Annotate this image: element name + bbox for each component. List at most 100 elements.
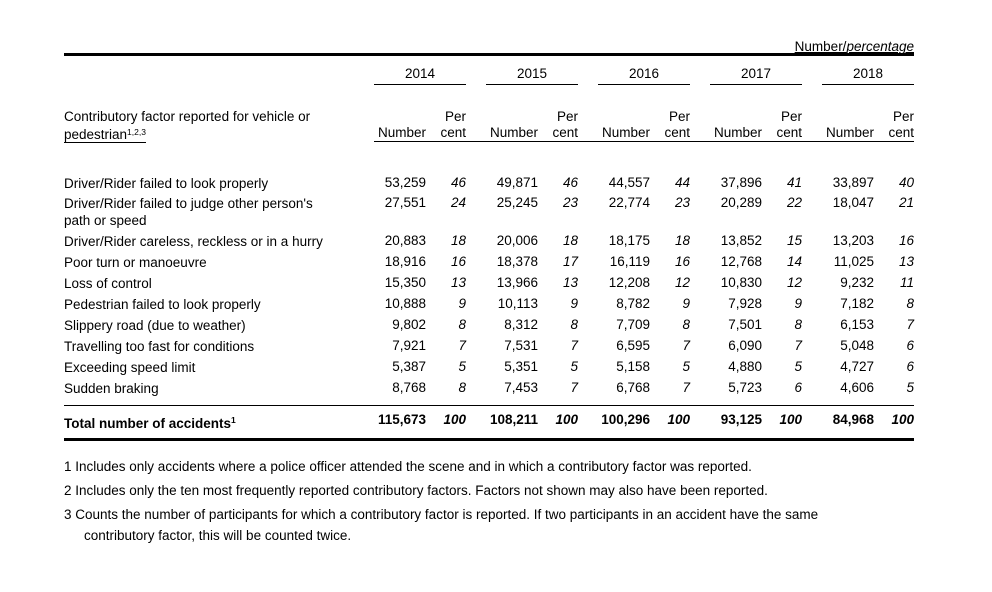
table-cell-number: 13,852 bbox=[720, 233, 762, 248]
header-rule bbox=[374, 141, 914, 143]
table-cell-number: 37,896 bbox=[720, 175, 762, 190]
table-cell-number: 15,350 bbox=[384, 275, 426, 290]
table-cell-number: 4,606 bbox=[840, 380, 874, 395]
table-cell-percent: 9 bbox=[682, 296, 690, 311]
table-cell-number: 7,709 bbox=[616, 317, 650, 332]
table-cell-percent: 8 bbox=[682, 317, 690, 332]
table-cell-percent: 5 bbox=[794, 359, 802, 374]
table-cell-number: 20,289 bbox=[720, 195, 762, 210]
table-cell-percent: 5 bbox=[682, 359, 690, 374]
table-cell-number: 7,501 bbox=[728, 317, 762, 332]
year-header-2018: 2018 bbox=[852, 66, 884, 81]
footnote-1: 1 Includes only accidents where a police… bbox=[64, 459, 752, 474]
table-cell-number: 5,048 bbox=[840, 338, 874, 353]
table-cell-percent: 21 bbox=[898, 195, 914, 210]
table-cell-percent: 6 bbox=[906, 338, 914, 353]
table-cell-percent: 8 bbox=[570, 317, 578, 332]
table-cell-percent: 12 bbox=[674, 275, 690, 290]
table-cell-number: 6,595 bbox=[616, 338, 650, 353]
total-cell-number: 115,673 bbox=[377, 412, 426, 427]
table-cell-number: 20,006 bbox=[496, 233, 538, 248]
table-cell-number: 16,119 bbox=[609, 254, 650, 269]
table-cell-number: 18,916 bbox=[384, 254, 426, 269]
table-cell-percent: 7 bbox=[794, 338, 802, 353]
table-cell-number: 4,880 bbox=[728, 359, 762, 374]
table-cell-percent: 17 bbox=[562, 254, 578, 269]
table-cell-percent: 44 bbox=[674, 175, 690, 190]
year-underline-2015 bbox=[486, 84, 578, 86]
table-cell-number: 11,025 bbox=[833, 254, 874, 269]
percent-col-header-2018: Per cent bbox=[888, 109, 914, 140]
table-cell-number: 7,531 bbox=[504, 338, 538, 353]
units-percentage-text: percentage bbox=[846, 39, 914, 54]
row-label: Travelling too fast for conditions bbox=[64, 339, 255, 354]
total-top-rule bbox=[64, 405, 914, 406]
table-cell-number: 49,871 bbox=[496, 175, 538, 190]
table-cell-percent: 7 bbox=[682, 380, 690, 395]
year-header-2016: 2016 bbox=[628, 66, 660, 81]
table-cell-percent: 5 bbox=[458, 359, 466, 374]
table-cell-number: 5,723 bbox=[728, 380, 762, 395]
table-cell-percent: 5 bbox=[906, 380, 914, 395]
year-underline-2016 bbox=[598, 84, 690, 86]
table-cell-number: 5,158 bbox=[616, 359, 650, 374]
table-cell-percent: 18 bbox=[674, 233, 690, 248]
year-underline-2018 bbox=[822, 84, 914, 86]
table-cell-number: 18,378 bbox=[496, 254, 538, 269]
total-cell-percent: 100 bbox=[667, 412, 690, 427]
table-cell-number: 33,897 bbox=[832, 175, 874, 190]
row-label: Exceeding speed limit bbox=[64, 360, 196, 375]
table-cell-percent: 9 bbox=[570, 296, 578, 311]
table-cell-number: 27,551 bbox=[384, 195, 426, 210]
table-cell-number: 7,182 bbox=[840, 296, 874, 311]
number-col-header-2016: Number bbox=[601, 125, 650, 140]
table-cell-percent: 16 bbox=[674, 254, 690, 269]
table-cell-percent: 6 bbox=[794, 380, 802, 395]
total-cell-number: 84,968 bbox=[832, 412, 874, 427]
table-cell-percent: 9 bbox=[458, 296, 466, 311]
table-cell-percent: 16 bbox=[898, 233, 914, 248]
number-col-header-2014: Number bbox=[377, 125, 426, 140]
table-cell-percent: 40 bbox=[898, 175, 914, 190]
table-cell-percent: 12 bbox=[786, 275, 802, 290]
total-cell-percent: 100 bbox=[555, 412, 578, 427]
table-cell-number: 18,175 bbox=[608, 233, 650, 248]
table-cell-number: 13,966 bbox=[496, 275, 538, 290]
total-cell-number: 93,125 bbox=[720, 412, 762, 427]
table-cell-number: 18,047 bbox=[832, 195, 874, 210]
number-col-header-2015: Number bbox=[489, 125, 538, 140]
percent-col-header-2015: Per cent bbox=[552, 109, 578, 140]
table-cell-number: 44,557 bbox=[608, 175, 650, 190]
table-cell-number: 4,727 bbox=[840, 359, 874, 374]
table-cell-number: 13,203 bbox=[832, 233, 874, 248]
table-cell-number: 6,153 bbox=[840, 317, 874, 332]
table-cell-number: 5,387 bbox=[392, 359, 426, 374]
total-cell-percent: 100 bbox=[443, 412, 466, 427]
table-cell-number: 7,921 bbox=[392, 338, 426, 353]
table-cell-number: 6,768 bbox=[616, 380, 650, 395]
table-cell-number: 5,351 bbox=[504, 359, 538, 374]
percent-col-header-2016: Per cent bbox=[664, 109, 690, 140]
table-cell-percent: 6 bbox=[906, 359, 914, 374]
units-label: Number/percentage bbox=[795, 39, 914, 54]
table-cell-percent: 18 bbox=[450, 233, 466, 248]
table-cell-number: 8,312 bbox=[504, 317, 538, 332]
table-cell-number: 7,928 bbox=[728, 296, 762, 311]
factor-header-line2: pedestrian1,2,3 bbox=[64, 127, 146, 143]
factor-column-header: Contributory factor reported for vehicle… bbox=[64, 109, 310, 143]
row-label: Pedestrian failed to look properly bbox=[64, 297, 261, 312]
table-cell-number: 6,090 bbox=[728, 338, 762, 353]
row-label: Poor turn or manoeuvre bbox=[64, 255, 207, 270]
number-col-header-2017: Number bbox=[713, 125, 762, 140]
table-cell-percent: 7 bbox=[906, 317, 914, 332]
row-label: Driver/Rider failed to judge other perso… bbox=[64, 196, 313, 228]
table-cell-percent: 9 bbox=[794, 296, 802, 311]
table-cell-number: 10,830 bbox=[720, 275, 762, 290]
number-col-header-2018: Number bbox=[825, 125, 874, 140]
row-label: Sudden braking bbox=[64, 381, 159, 396]
table-cell-percent: 15 bbox=[786, 233, 802, 248]
footnote-3: 3 Counts the number of participants for … bbox=[64, 507, 819, 543]
table-cell-number: 12,768 bbox=[720, 254, 762, 269]
total-cell-percent: 100 bbox=[779, 412, 802, 427]
table-cell-percent: 18 bbox=[562, 233, 578, 248]
